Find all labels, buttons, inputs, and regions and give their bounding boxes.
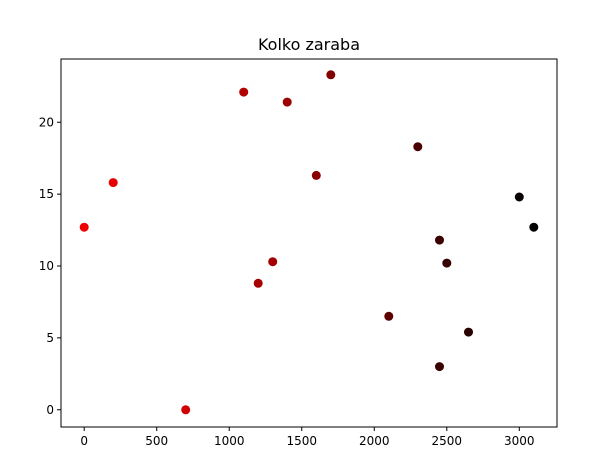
x-tick-label-6: 3000 bbox=[504, 434, 535, 448]
data-point-4 bbox=[253, 278, 263, 288]
y-axis-ticks: 0 5 10 15 20 bbox=[39, 115, 61, 417]
data-point-1 bbox=[108, 178, 118, 188]
data-point-15 bbox=[514, 192, 524, 202]
data-point-16 bbox=[529, 222, 539, 232]
data-point-6 bbox=[282, 97, 292, 107]
x-axis-ticks: 0 500 1000 1500 2000 2500 3000 bbox=[80, 427, 535, 448]
x-tick-label-5: 2500 bbox=[432, 434, 463, 448]
data-point-14 bbox=[464, 327, 473, 337]
plot-frame bbox=[60, 58, 558, 428]
x-tick-label-1: 500 bbox=[145, 434, 168, 448]
x-tick-label-4: 2000 bbox=[359, 434, 390, 448]
y-tick-label-2: 10 bbox=[39, 259, 54, 273]
data-point-0 bbox=[79, 222, 89, 232]
data-point-11 bbox=[435, 362, 444, 372]
data-point-13 bbox=[442, 258, 452, 268]
y-tick-label-3: 15 bbox=[39, 187, 54, 201]
x-tick-label-3: 1500 bbox=[286, 434, 317, 448]
chart-title: Kolko zaraba bbox=[258, 35, 360, 54]
y-tick-label-1: 5 bbox=[46, 331, 54, 345]
points-layer bbox=[79, 70, 539, 415]
data-point-9 bbox=[384, 311, 394, 321]
data-point-8 bbox=[326, 70, 336, 80]
data-point-2 bbox=[181, 405, 191, 415]
data-point-5 bbox=[268, 257, 278, 267]
y-tick-label-0: 0 bbox=[46, 403, 54, 417]
data-point-10 bbox=[413, 142, 423, 152]
x-tick-label-2: 1000 bbox=[214, 434, 245, 448]
y-tick-label-4: 20 bbox=[39, 115, 54, 129]
data-point-12 bbox=[435, 235, 444, 245]
data-point-7 bbox=[311, 170, 321, 180]
data-point-3 bbox=[239, 87, 249, 97]
x-tick-label-0: 0 bbox=[80, 434, 88, 448]
